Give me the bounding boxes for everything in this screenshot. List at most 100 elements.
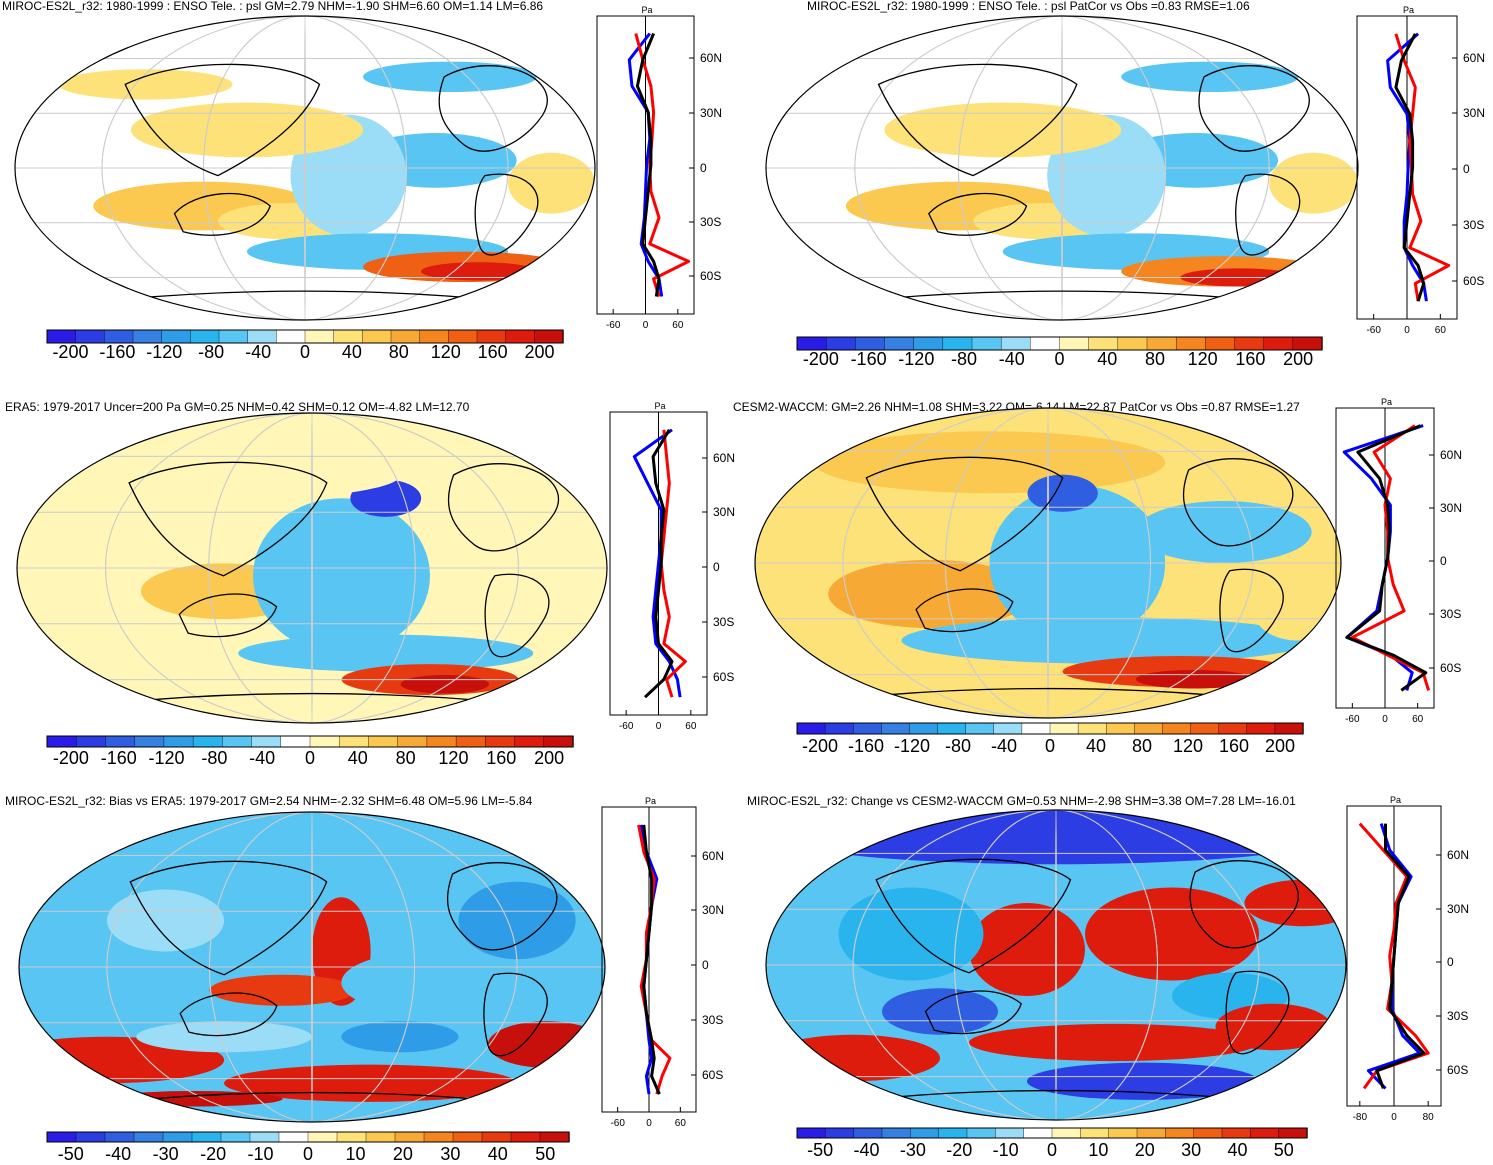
colorbar-swatch	[910, 1127, 940, 1139]
colorbar-swatch	[362, 329, 392, 344]
profile-series-2	[634, 33, 691, 297]
colorbar-swatch	[543, 735, 574, 748]
map-field	[766, 810, 1346, 1120]
coastline	[447, 463, 560, 552]
colorbar-swatch	[965, 722, 995, 735]
panel-1: MIROC-ES2L_r32: 1980-1999 : ENSO Tele. :…	[2, 0, 722, 362]
graticule-meridian	[944, 408, 1152, 718]
zonal-mean-profile: Pa 60N 30N 0 30S 60S -60 0 60	[609, 401, 735, 732]
lat-label: 60N	[1440, 448, 1462, 462]
colorbar-label: -30	[153, 1144, 179, 1164]
colorbar-label: -160	[851, 349, 887, 369]
colorbar-swatch	[309, 735, 340, 748]
map-anomaly-region	[131, 102, 363, 158]
map-outline	[754, 407, 1342, 719]
colorbar-swatch	[1021, 722, 1051, 735]
colorbar-swatch	[796, 722, 826, 735]
colorbar-label: -30	[900, 1140, 926, 1160]
colorbar-label: -120	[146, 342, 182, 362]
x-tick-label: 60	[1412, 714, 1424, 725]
colorbar-swatch	[1218, 722, 1248, 735]
lat-label: 0	[702, 958, 709, 972]
colorbar-swatch	[510, 1131, 541, 1143]
colorbar-label: 120	[438, 748, 468, 768]
colorbar-label: 120	[1173, 736, 1203, 756]
lat-label: 30N	[702, 903, 724, 917]
graticule-meridian	[311, 413, 313, 723]
colorbar-label: 30	[1181, 1140, 1201, 1160]
map-anomaly-region	[1215, 1003, 1332, 1051]
colorbar-swatch	[1051, 1127, 1082, 1139]
profile-series-3	[635, 32, 661, 297]
x-tick-label: 60	[675, 1118, 687, 1129]
colorbar-swatch	[1023, 1127, 1053, 1139]
colorbar-label: -50	[58, 1144, 84, 1164]
panel-title: MIROC-ES2L_r32: 1980-1999 : ENSO Tele. :…	[807, 0, 1250, 13]
colorbar-label: -20	[200, 1144, 226, 1164]
colorbar-label: 200	[525, 342, 555, 362]
colorbar-swatch	[1190, 722, 1220, 735]
map-anomaly-region	[106, 889, 225, 952]
map-field	[15, 16, 595, 320]
coastline	[915, 588, 1014, 633]
colorbar-swatch	[938, 1127, 968, 1139]
map-anomaly-region	[969, 903, 1085, 996]
panel-title: ERA5: 1979-2017 Uncer=200 Pa GM=0.25 NHM…	[5, 400, 470, 414]
coastline	[128, 461, 328, 577]
panel-title: CESM2-WACCM: GM=2.26 NHM=1.08 SHM=3.22 O…	[733, 400, 1300, 414]
colorbar-swatch	[853, 722, 883, 735]
colorbar-label: 10	[345, 1144, 365, 1164]
lat-label: 60N	[700, 51, 722, 65]
colorbar-swatch	[966, 1127, 997, 1139]
colorbar-swatch	[76, 735, 107, 748]
colorbar-swatch	[336, 1131, 367, 1143]
x-tick-label: 0	[1404, 325, 1410, 336]
map-anomaly-region	[1027, 1062, 1259, 1100]
lat-label: 0	[1440, 554, 1447, 568]
colorbar-swatch	[134, 735, 165, 748]
x-tick-label: 0	[656, 721, 662, 732]
colorbar-swatch	[278, 1131, 309, 1143]
map-field	[17, 413, 607, 723]
colorbar: -200 -160 -120 -80 -40 0 40 80 120 160 200	[796, 336, 1323, 369]
colorbar-swatch	[485, 735, 516, 748]
coastline	[178, 593, 278, 638]
graticule-meridian	[311, 812, 313, 1122]
colorbar-label: 80	[1145, 349, 1165, 369]
zonal-mean-profile: Pa 60N 30N 0 30S 60S -60 0 60	[1356, 5, 1485, 336]
colorbar: -200 -160 -120 -80 -40 0 40 80 120 160 200	[796, 722, 1304, 756]
colorbar-label: 40	[1097, 349, 1117, 369]
profile-unit: Pa	[655, 401, 666, 411]
lat-label: 0	[1447, 955, 1454, 969]
profile-series-2	[1394, 33, 1451, 302]
coastline	[1182, 458, 1294, 547]
colorbar-label: 30	[440, 1144, 460, 1164]
x-tick-label: -60	[606, 320, 621, 331]
profile-unit: Pa	[1381, 397, 1392, 407]
coastline	[483, 972, 548, 1057]
colorbar-swatch	[339, 735, 370, 748]
graticule-meridian	[101, 16, 509, 320]
x-tick-label: 60	[672, 320, 684, 331]
map-anomaly-region	[1027, 474, 1098, 512]
x-tick-label: -60	[619, 721, 634, 732]
colorbar-swatch	[1117, 336, 1148, 351]
colorbar-swatch	[1106, 722, 1136, 735]
map-anomaly-region	[901, 617, 1312, 664]
map-anomaly-region	[400, 674, 489, 694]
map-anomaly-region	[209, 974, 356, 1006]
colorbar-swatch	[881, 722, 911, 735]
colorbar-swatch	[1049, 722, 1079, 735]
colorbar-label: 0	[1054, 349, 1064, 369]
lat-label: 60N	[1463, 51, 1485, 65]
x-tick-label: 0	[1382, 714, 1388, 725]
colorbar-label: 0	[305, 748, 315, 768]
map-anomaly-region	[1121, 61, 1299, 92]
x-tick-label: 0	[646, 1118, 652, 1129]
colorbar-swatch	[423, 1131, 454, 1143]
colorbar-label: 120	[431, 342, 461, 362]
map-outline	[14, 15, 596, 321]
colorbar-swatch	[46, 735, 77, 748]
